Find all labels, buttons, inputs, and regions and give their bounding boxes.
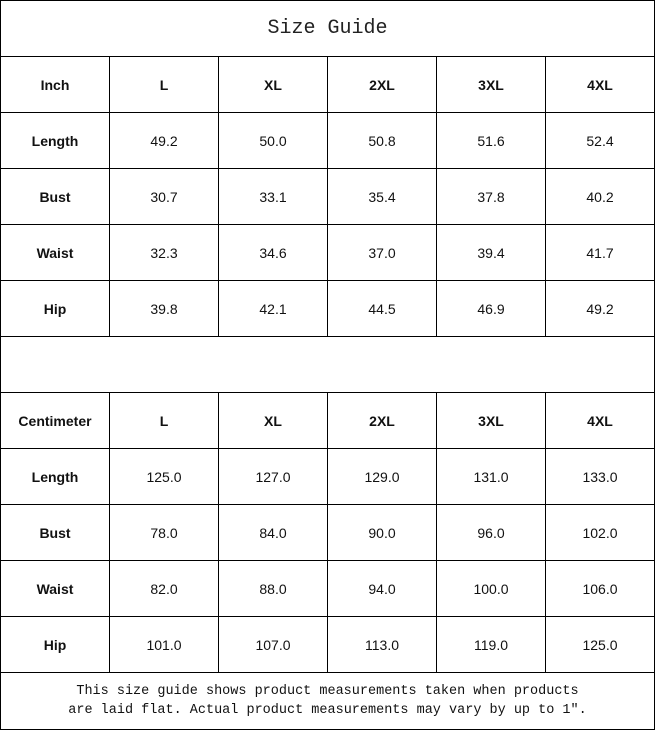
measurement-value: 44.5 — [327, 280, 437, 337]
measurement-value: 88.0 — [218, 560, 328, 617]
table-row: Hip 39.8 42.1 44.5 46.9 49.2 — [0, 280, 655, 337]
measurement-value: 82.0 — [109, 560, 219, 617]
measurement-value: 37.0 — [327, 224, 437, 281]
inch-unit-header: Inch — [0, 56, 110, 113]
measurement-value: 133.0 — [545, 448, 655, 505]
size-header: 4XL — [545, 392, 655, 449]
measurement-value: 101.0 — [109, 616, 219, 673]
table-row: Length 49.2 50.0 50.8 51.6 52.4 — [0, 112, 655, 169]
measurement-value: 46.9 — [436, 280, 546, 337]
measurement-value: 40.2 — [545, 168, 655, 225]
size-header: 2XL — [327, 392, 437, 449]
measurement-value: 37.8 — [436, 168, 546, 225]
size-header: 3XL — [436, 392, 546, 449]
measurement-value: 84.0 — [218, 504, 328, 561]
measurement-value: 129.0 — [327, 448, 437, 505]
measurement-label: Length — [0, 112, 110, 169]
measurement-value: 90.0 — [327, 504, 437, 561]
measurement-value: 119.0 — [436, 616, 546, 673]
measurement-label: Hip — [0, 616, 110, 673]
note-line-1: This size guide shows product measuremen… — [76, 684, 579, 699]
size-header: 4XL — [545, 56, 655, 113]
measurement-value: 30.7 — [109, 168, 219, 225]
measurement-value: 96.0 — [436, 504, 546, 561]
cm-unit-header: Centimeter — [0, 392, 110, 449]
page-title: Size Guide — [0, 0, 655, 57]
size-header: L — [109, 392, 219, 449]
measurement-value: 100.0 — [436, 560, 546, 617]
table-row: Waist 82.0 88.0 94.0 100.0 106.0 — [0, 560, 655, 617]
measurement-value: 107.0 — [218, 616, 328, 673]
measurement-value: 39.8 — [109, 280, 219, 337]
measurement-value: 106.0 — [545, 560, 655, 617]
spacer-row — [0, 336, 655, 393]
size-header: XL — [218, 392, 328, 449]
measurement-label: Waist — [0, 224, 110, 281]
measurement-value: 49.2 — [545, 280, 655, 337]
spacer-cell — [0, 336, 655, 393]
cm-header-row: Centimeter L XL 2XL 3XL 4XL — [0, 392, 655, 449]
measurement-value: 78.0 — [109, 504, 219, 561]
table-row: Waist 32.3 34.6 37.0 39.4 41.7 — [0, 224, 655, 281]
size-header: XL — [218, 56, 328, 113]
measurement-label: Waist — [0, 560, 110, 617]
measurement-value: 32.3 — [109, 224, 219, 281]
measurement-label: Bust — [0, 168, 110, 225]
table-row: Length 125.0 127.0 129.0 131.0 133.0 — [0, 448, 655, 505]
table-row: Bust 78.0 84.0 90.0 96.0 102.0 — [0, 504, 655, 561]
table-row: Hip 101.0 107.0 113.0 119.0 125.0 — [0, 616, 655, 673]
measurement-value: 39.4 — [436, 224, 546, 281]
measurement-value: 102.0 — [545, 504, 655, 561]
note-row: This size guide shows product measuremen… — [0, 672, 655, 730]
measurement-value: 51.6 — [436, 112, 546, 169]
note-line-2: are laid flat. Actual product measuremen… — [68, 703, 587, 718]
measurement-value: 34.6 — [218, 224, 328, 281]
table-row: Bust 30.7 33.1 35.4 37.8 40.2 — [0, 168, 655, 225]
measurement-label: Bust — [0, 504, 110, 561]
measurement-value: 125.0 — [545, 616, 655, 673]
measurement-value: 127.0 — [218, 448, 328, 505]
measurement-label: Hip — [0, 280, 110, 337]
size-header: L — [109, 56, 219, 113]
measurement-value: 131.0 — [436, 448, 546, 505]
measurement-value: 52.4 — [545, 112, 655, 169]
size-note: This size guide shows product measuremen… — [0, 672, 655, 730]
measurement-label: Length — [0, 448, 110, 505]
measurement-value: 50.8 — [327, 112, 437, 169]
measurement-value: 94.0 — [327, 560, 437, 617]
size-header: 3XL — [436, 56, 546, 113]
measurement-value: 50.0 — [218, 112, 328, 169]
title-row: Size Guide — [0, 0, 655, 57]
measurement-value: 42.1 — [218, 280, 328, 337]
measurement-value: 33.1 — [218, 168, 328, 225]
measurement-value: 49.2 — [109, 112, 219, 169]
measurement-value: 113.0 — [327, 616, 437, 673]
inch-header-row: Inch L XL 2XL 3XL 4XL — [0, 56, 655, 113]
measurement-value: 35.4 — [327, 168, 437, 225]
measurement-value: 125.0 — [109, 448, 219, 505]
measurement-value: 41.7 — [545, 224, 655, 281]
size-header: 2XL — [327, 56, 437, 113]
